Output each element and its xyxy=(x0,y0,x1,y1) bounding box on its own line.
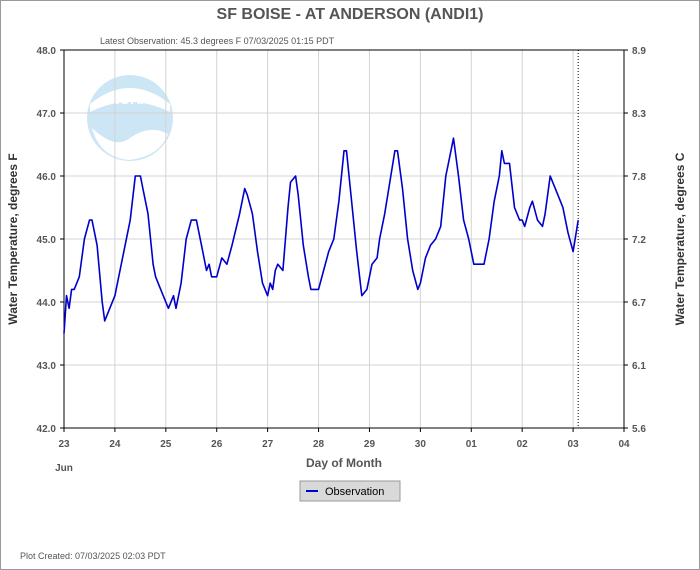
x-tick-label: 03 xyxy=(568,439,580,450)
x-tick-label: 25 xyxy=(160,439,172,450)
y-axis-left-label: Water Temperature, degrees F xyxy=(6,153,20,324)
x-tick-label: 30 xyxy=(415,439,427,450)
legend: Observation xyxy=(299,480,401,502)
plot-created-text: Plot Created: 07/03/2025 02:03 PDT xyxy=(20,551,166,561)
y-tick-label-left: 44.0 xyxy=(37,298,57,309)
x-tick-label: 04 xyxy=(618,439,630,450)
y-tick-label-left: 43.0 xyxy=(37,361,57,372)
x-tick-label: 26 xyxy=(211,439,223,450)
y-tick-label-right: 8.3 xyxy=(632,109,646,120)
y-tick-label-right: 6.1 xyxy=(632,361,646,372)
y-axis-right-ticks: 8.9 8.3 7.8 7.2 6.7 6.1 5.6 xyxy=(624,46,646,435)
latest-observation-text: Latest Observation: 45.3 degrees F 07/03… xyxy=(100,36,335,46)
y-tick-label-right: 5.6 xyxy=(632,424,646,435)
chart-title: SF BOISE - AT ANDERSON (ANDI1) xyxy=(217,6,484,23)
y-axis-right-label: Water Temperature, degrees C xyxy=(673,152,687,325)
x-tick-label: 01 xyxy=(466,439,478,450)
y-tick-label-right: 7.2 xyxy=(632,235,646,246)
svg-text:NOAA: NOAA xyxy=(109,91,150,107)
x-tick-label: 23 xyxy=(58,439,70,450)
x-tick-label: 28 xyxy=(313,439,325,450)
x-tick-label: 02 xyxy=(517,439,529,450)
x-tick-label: 24 xyxy=(109,439,121,450)
y-axis-left-ticks: 48.0 47.0 46.0 45.0 44.0 43.0 42.0 xyxy=(37,46,64,435)
y-tick-label-left: 48.0 xyxy=(37,46,57,57)
x-tick-label: 27 xyxy=(262,439,274,450)
noaa-logo-watermark: NOAA xyxy=(87,75,173,161)
y-tick-label-left: 45.0 xyxy=(37,235,57,246)
y-tick-label-left: 42.0 xyxy=(37,424,57,435)
legend-label: Observation xyxy=(325,486,384,498)
legend-box xyxy=(299,480,401,502)
x-tick-label: 29 xyxy=(364,439,376,450)
y-tick-label-right: 8.9 xyxy=(632,46,646,57)
x-axis-label: Day of Month xyxy=(306,456,382,470)
y-tick-label-right: 6.7 xyxy=(632,298,646,309)
y-tick-label-right: 7.8 xyxy=(632,172,646,183)
y-tick-label-left: 47.0 xyxy=(37,109,57,120)
x-axis-ticks: 23 24 25 26 27 28 29 30 01 02 03 04 xyxy=(58,428,630,450)
grid xyxy=(64,50,624,428)
y-tick-label-left: 46.0 xyxy=(37,172,57,183)
x-month-label: Jun xyxy=(55,463,73,474)
observation-line xyxy=(63,137,579,334)
